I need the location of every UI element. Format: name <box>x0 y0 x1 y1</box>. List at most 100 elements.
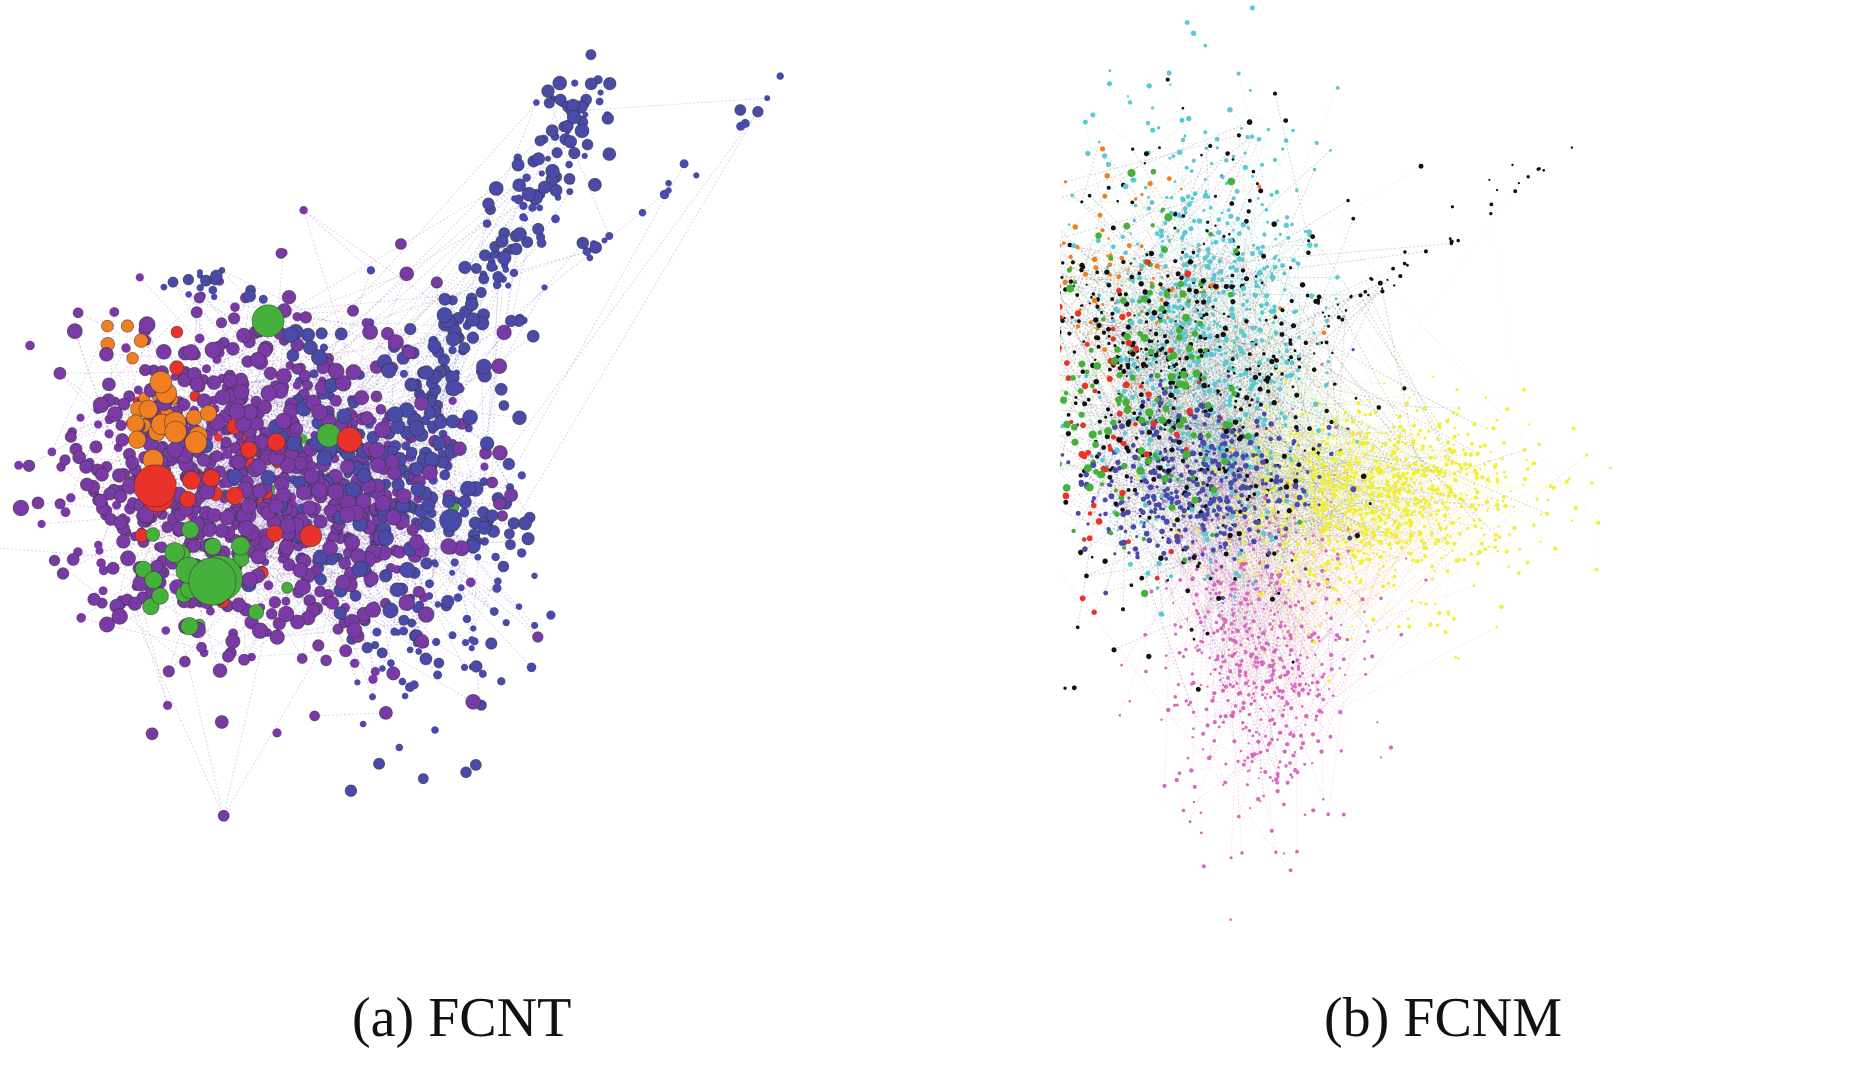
network-edge <box>1197 497 1221 651</box>
network-edge <box>1241 430 1406 439</box>
network-node <box>566 188 574 196</box>
network-edge <box>296 351 439 430</box>
network-edge <box>1098 286 1227 455</box>
network-edge <box>1165 585 1310 669</box>
network-node <box>188 557 237 606</box>
network-edge <box>453 196 536 389</box>
network-edge <box>303 209 372 271</box>
network-edge <box>1208 311 1295 405</box>
network-node <box>1334 516 1337 519</box>
network-edge <box>1166 495 1217 571</box>
network-edge <box>1202 338 1206 526</box>
network-edge <box>1211 424 1343 523</box>
network-edge <box>59 368 298 374</box>
network-edge <box>1060 259 1398 461</box>
network-node <box>386 406 403 423</box>
network-edge <box>1146 350 1288 425</box>
network-edge <box>1353 497 1476 556</box>
network-node <box>48 554 61 567</box>
network-edge <box>1435 471 1442 503</box>
network-edge <box>1272 570 1327 675</box>
network-edge <box>1232 407 1236 633</box>
network-edge <box>1063 242 1256 296</box>
network-node <box>1271 625 1274 628</box>
network-node <box>1380 445 1383 448</box>
network-edge <box>1244 527 1468 619</box>
network-edge <box>1060 390 1249 437</box>
network-edge <box>1060 229 1231 398</box>
network-edge <box>1060 272 1168 296</box>
network-node <box>386 666 401 681</box>
network-node <box>1405 557 1408 560</box>
network-edge <box>1205 447 1292 651</box>
network-edge <box>1144 502 1150 635</box>
network-node <box>240 441 258 459</box>
network-edge <box>1121 517 1225 666</box>
network-edge <box>134 603 168 706</box>
network-edge <box>1243 294 1379 490</box>
network-edge <box>1217 393 1223 436</box>
network-node <box>1366 553 1369 556</box>
network-edge <box>1317 546 1340 742</box>
network-edge <box>86 484 249 517</box>
network-edge <box>1060 232 1220 296</box>
network-edge <box>1184 282 1216 450</box>
network-edge <box>1120 365 1269 521</box>
network-edge <box>1234 697 1283 742</box>
network-edge <box>1295 467 1313 487</box>
network-node <box>112 500 122 510</box>
network-edge <box>1305 342 1368 555</box>
network-edge <box>1262 687 1320 695</box>
network-node <box>478 273 490 285</box>
network-edge <box>1347 541 1496 548</box>
network-edge <box>1186 446 1320 620</box>
network-edge <box>1278 464 1449 497</box>
network-edge <box>1198 244 1234 302</box>
network-edge <box>1277 578 1294 777</box>
network-edge <box>1313 332 1362 423</box>
network-edge <box>1217 169 1315 392</box>
network-node <box>190 306 203 319</box>
network-edge <box>1196 564 1244 595</box>
network-node <box>349 589 362 602</box>
network-edge <box>1158 397 1331 588</box>
network-node <box>115 433 130 447</box>
network-node <box>512 227 527 242</box>
network-node <box>1345 521 1348 524</box>
network-edge <box>1302 389 1402 415</box>
network-edge <box>1065 135 1240 183</box>
network-edge <box>1186 487 1328 529</box>
network-node <box>433 670 443 680</box>
network-node <box>323 503 338 518</box>
network-edge <box>1289 626 1497 735</box>
network-edge <box>1060 195 1164 211</box>
network-edge <box>1245 526 1256 582</box>
network-edge <box>1260 311 1297 457</box>
network-node <box>582 247 592 256</box>
network-edge <box>1192 279 1488 429</box>
network-node <box>410 481 426 497</box>
network-edge <box>1239 455 1247 554</box>
network-edge <box>1118 183 1151 392</box>
network-node <box>268 498 284 515</box>
network-node <box>576 236 590 250</box>
network-edge <box>1115 377 1264 471</box>
network-edge <box>1222 556 1297 691</box>
network-edge <box>1244 509 1318 683</box>
network-edge <box>1193 283 1245 436</box>
network-node <box>382 602 399 619</box>
network-node <box>1227 654 1230 657</box>
network-edge <box>1208 435 1324 497</box>
network-edge <box>1249 730 1273 831</box>
network-node <box>1378 629 1381 632</box>
network-edge <box>1102 160 1195 305</box>
network-node <box>257 399 273 415</box>
network-edge <box>1338 521 1406 600</box>
network-node <box>231 536 251 556</box>
network-edge <box>353 402 393 453</box>
network-node <box>1388 554 1391 557</box>
network-edge <box>1339 489 1362 565</box>
network-edge <box>1401 490 1436 549</box>
network-edge <box>1060 215 1184 268</box>
network-edge <box>1117 362 1190 495</box>
